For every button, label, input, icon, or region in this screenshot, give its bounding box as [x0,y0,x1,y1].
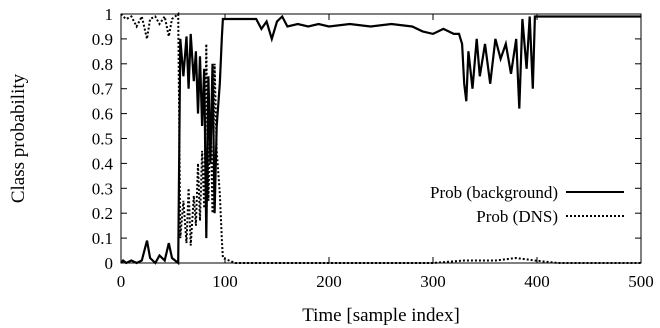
x-tick-label: 100 [212,272,238,291]
plot-border [120,13,642,264]
x-axis-title: Time [sample index] [302,305,460,326]
y-tick-label: 0 [105,254,114,273]
y-tick-label: 0.2 [92,204,113,223]
y-tick-label: 0.1 [92,229,113,248]
x-tick-label: 300 [420,272,446,291]
y-tick-label: 0.3 [92,179,113,198]
y-tick-label: 0.4 [92,154,114,173]
y-tick-label: 1 [105,5,114,24]
legend: Prob (background) Prob (DNS) [430,183,624,226]
legend-label-background: Prob (background) [430,183,558,202]
x-tick-label: 500 [628,272,654,291]
x-tick-label: 200 [316,272,342,291]
y-tick-label: 0.9 [92,30,113,49]
y-tick-label: 0.6 [92,105,113,124]
plot-frame [120,13,642,264]
series-layer [120,11,641,266]
y-tick-label: 0.5 [92,130,113,149]
y-tick-label: 0.7 [92,80,114,99]
series-line-background [120,14,641,266]
x-tick-label: 0 [117,272,126,291]
ticks-layer: 0 0.1 0.2 0.3 0.4 0.5 0.6 0.7 0.8 0.9 1 0 100 200 300 4… [92,5,654,291]
legend-label-dns: Prob (DNS) [476,207,558,226]
y-tick-label: 0.8 [92,55,113,74]
series-line-dns [120,11,641,264]
x-tick-label: 400 [524,272,550,291]
y-axis-title: Class probability [8,73,29,203]
